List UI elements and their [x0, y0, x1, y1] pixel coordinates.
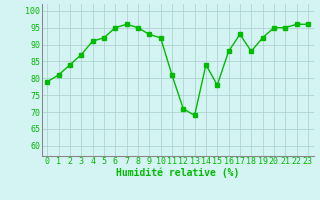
X-axis label: Humidité relative (%): Humidité relative (%): [116, 168, 239, 178]
